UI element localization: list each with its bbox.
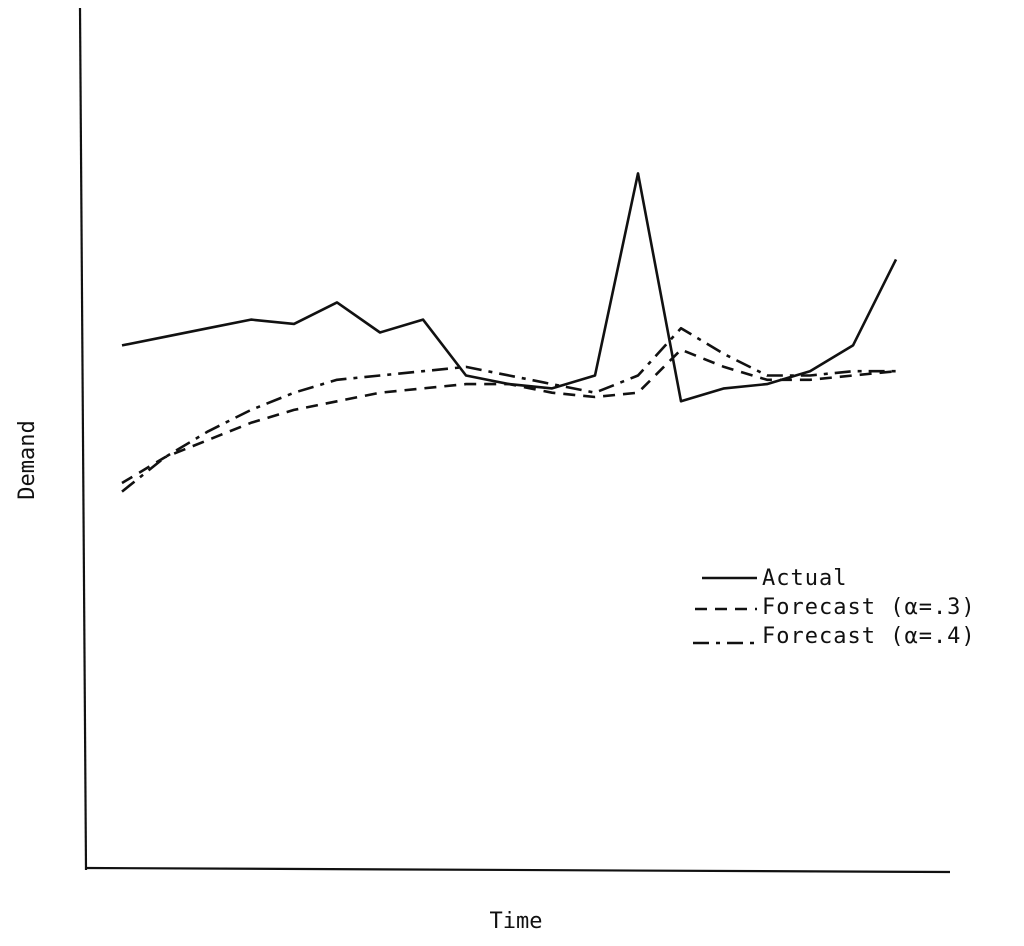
x-axis — [85, 866, 951, 874]
legend-item-actual: Actual — [702, 566, 847, 591]
legend-item-forecast-alpha-4: Forecast (α=.4) — [693, 624, 976, 649]
legend-item-forecast-alpha-3: Forecast (α=.3) — [695, 595, 976, 620]
legend-label-actual: Actual — [762, 566, 847, 591]
y-axis — [78, 7, 88, 871]
series-layer — [121, 172, 898, 493]
legend-label-forecast-alpha-3: Forecast (α=.3) — [762, 595, 976, 620]
legend-label-forecast-alpha-4: Forecast (α=.4) — [762, 624, 976, 649]
series-line-forecast-alpha-4 — [121, 326, 896, 493]
legend: Actual Forecast (α=.3) Forecast (α=.4) — [693, 566, 976, 649]
y-axis-label: Demand — [15, 420, 40, 499]
x-axis-label: Time — [490, 909, 543, 934]
series-line-forecast-alpha-3 — [121, 348, 897, 485]
series-line-actual — [121, 172, 898, 403]
